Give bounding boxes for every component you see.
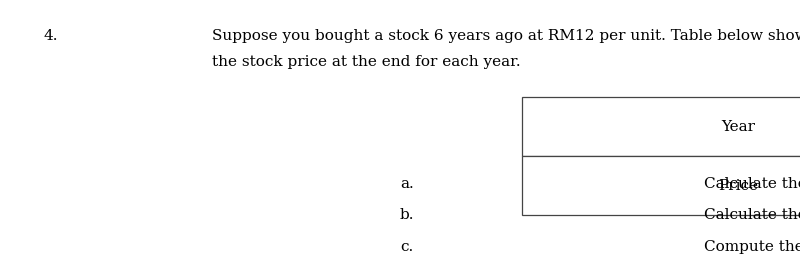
Bar (522, 97, 800, 156)
Text: Year: Year (722, 120, 755, 134)
Text: a.: a. (400, 177, 414, 191)
Text: b.: b. (400, 208, 414, 222)
Text: Compute the geometric mean of the rates of return.: Compute the geometric mean of the rates … (704, 240, 800, 254)
Text: Calculate the arithmetic mean for the rate of return.: Calculate the arithmetic mean for the ra… (704, 208, 800, 222)
Text: c.: c. (400, 240, 414, 254)
Text: Price: Price (718, 179, 758, 193)
Bar (522, 156, 800, 215)
Text: Suppose you bought a stock 6 years ago at RM12 per unit. Table below shows: Suppose you bought a stock 6 years ago a… (212, 29, 800, 43)
Text: Calculate the rate of return for each year: Calculate the rate of return for each ye… (704, 177, 800, 191)
Text: the stock price at the end for each year.: the stock price at the end for each year… (212, 55, 521, 69)
Text: 4.: 4. (44, 29, 58, 43)
